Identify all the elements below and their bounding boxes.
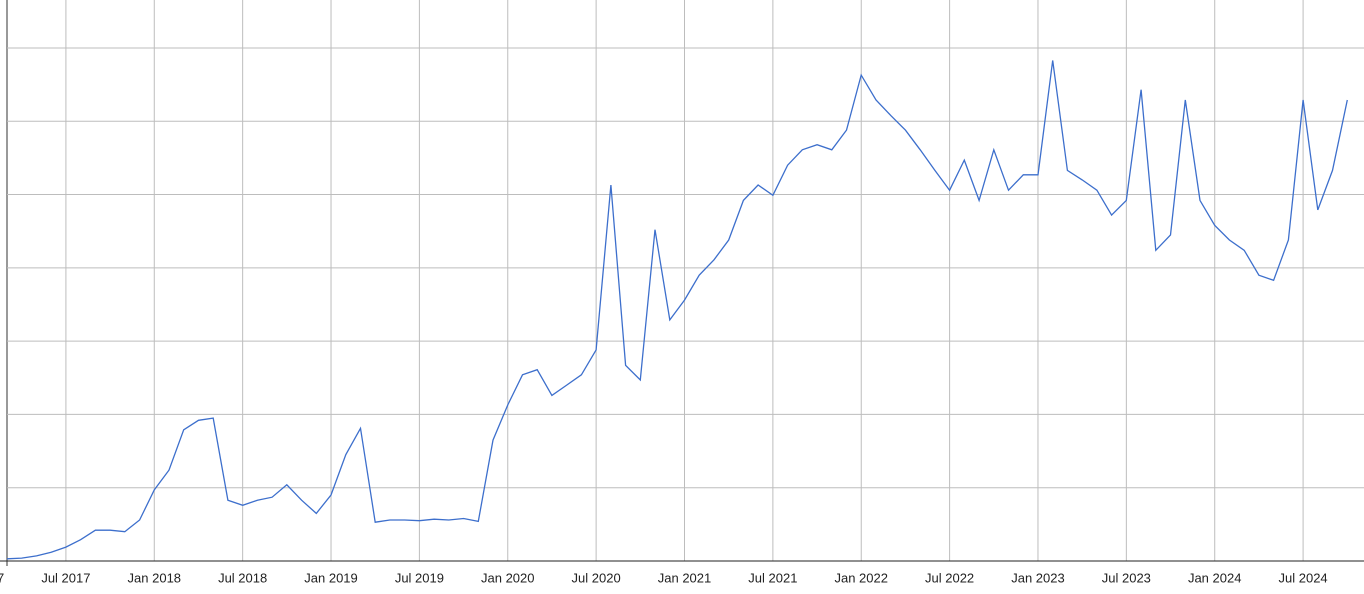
x-tick-label: Jan 2021 [658,570,712,585]
x-tick-label: Jan 2020 [481,570,535,585]
x-tick-label: Jan 2023 [1011,570,1065,585]
x-tick-label: Jan 2022 [834,570,888,585]
x-tick-label: Jul 2017 [41,570,90,585]
x-tick-label: Jan 2017 [0,570,4,585]
x-tick-label: Jan 2018 [128,570,182,585]
x-tick-label: Jul 2023 [1102,570,1151,585]
x-tick-label: Jul 2022 [925,570,974,585]
x-tick-label: Jan 2024 [1188,570,1242,585]
x-tick-label: Jul 2020 [572,570,621,585]
x-tick-label: Jul 2019 [395,570,444,585]
x-tick-label: Jan 2019 [304,570,358,585]
data-line [6,60,1348,560]
x-tick-label: Jul 2021 [748,570,797,585]
x-tick-label: Jul 2018 [218,570,267,585]
x-tick-label: Jul 2024 [1279,570,1328,585]
